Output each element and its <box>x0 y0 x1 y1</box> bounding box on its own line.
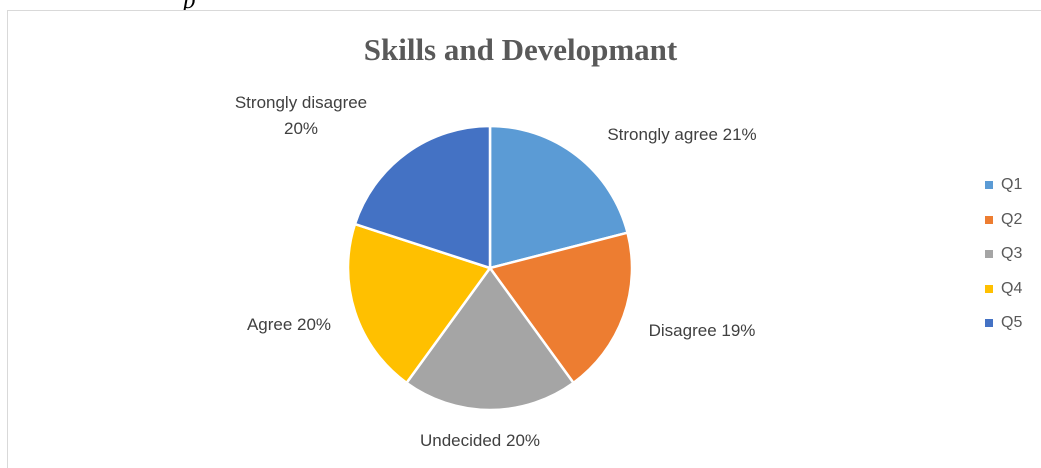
legend-swatch-q5 <box>985 319 993 327</box>
legend-label-q2: Q2 <box>1001 210 1023 228</box>
pie-slice-q2 <box>488 231 634 385</box>
legend-item-q5: Q5 <box>985 312 1041 334</box>
legend-swatch-q1 <box>985 181 993 189</box>
pie-slice-q4 <box>346 222 492 385</box>
legend-swatch-q3 <box>985 250 993 258</box>
data-label-q2: Disagree 19% <box>649 321 756 340</box>
legend: Q1 Q2 Q3 Q4 Q5 <box>985 174 1041 347</box>
legend-label-q1: Q1 <box>1001 176 1023 193</box>
data-label-q4: Agree 20% <box>247 315 331 334</box>
pie-slices <box>346 124 634 412</box>
pie-slice-q1 <box>488 124 629 270</box>
legend-swatch-q4 <box>985 284 993 293</box>
legend-item-q2: Q2 <box>985 209 1041 231</box>
legend-label-q5: Q5 <box>1001 314 1023 331</box>
legend-label-q3: Q3 <box>1001 245 1023 262</box>
legend-label-q4: Q4 <box>1001 279 1023 297</box>
legend-item-q3: Q3 <box>985 243 1041 265</box>
legend-item-q1: Q1 <box>985 174 1041 196</box>
data-label-q3: Undecided 20% <box>420 431 540 450</box>
legend-swatch-q2 <box>985 215 993 224</box>
pie-slice-q3 <box>405 266 575 412</box>
pie-slice-q5 <box>353 124 492 270</box>
pie-data-labels: Strongly agree 21% Disagree 19% Undecided … <box>235 93 757 450</box>
legend-item-q4: Q4 <box>985 278 1041 300</box>
data-label-q5: Strongly disagree 20% <box>235 93 367 138</box>
data-label-q1: Strongly agree 21% <box>607 125 756 144</box>
chart-title: Skills and Developmant <box>363 32 678 67</box>
